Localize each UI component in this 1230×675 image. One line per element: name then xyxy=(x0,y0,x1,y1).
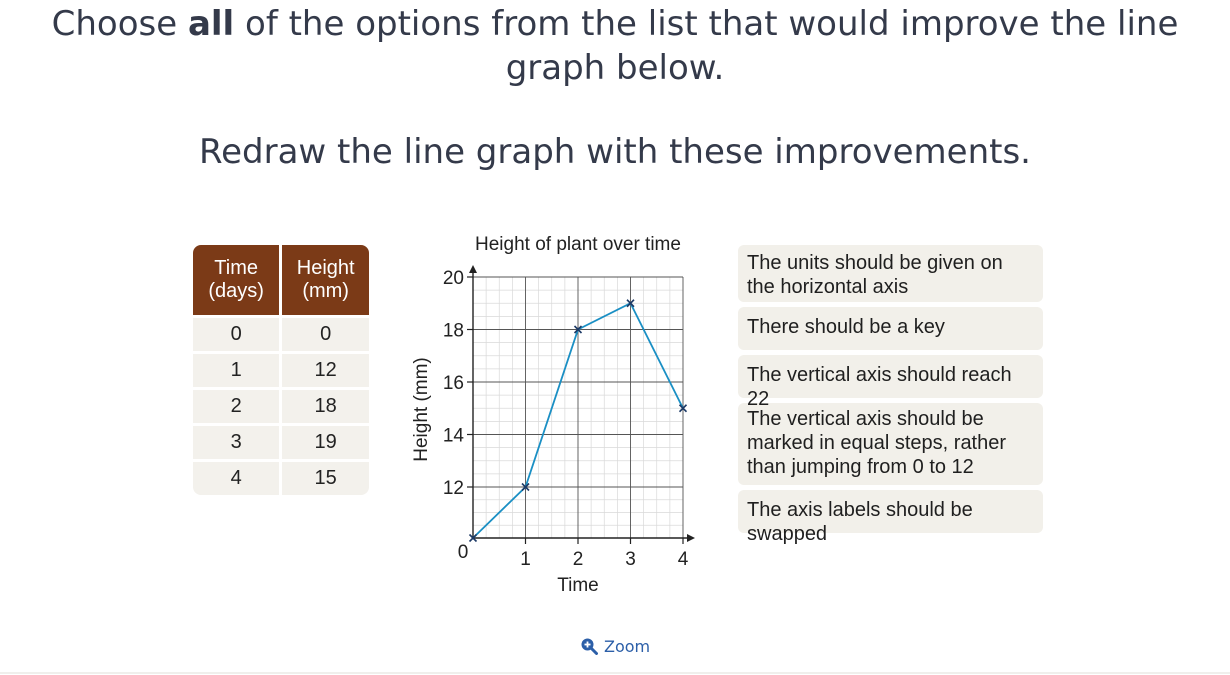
table-cell: 1 xyxy=(193,354,280,387)
table-row: 2 18 xyxy=(193,390,369,423)
zoom-button[interactable]: Zoom xyxy=(580,634,650,658)
y-axis-label: Height (mm) xyxy=(411,357,432,462)
y-tick-label: 12 xyxy=(443,478,464,499)
chart-title: Height of plant over time xyxy=(475,234,681,255)
option-swap-axis-labels[interactable]: The axis labels should be swapped xyxy=(738,490,1043,545)
data-point xyxy=(678,404,688,413)
table-row: 1 12 xyxy=(193,354,369,387)
y-tick-label: 20 xyxy=(443,268,464,289)
table-cell: 12 xyxy=(282,354,369,387)
x-tick-label: 4 xyxy=(678,549,689,570)
table-row: 4 15 xyxy=(193,462,369,495)
table-cell: 19 xyxy=(282,426,369,459)
table-cell: 4 xyxy=(193,462,280,495)
table-header-height: Height (mm) xyxy=(282,245,369,315)
x-axis-label: Time xyxy=(557,575,599,596)
line-chart: 12 14 16 18 20 1 2 3 4 0 Height of plant over time… xyxy=(400,225,720,605)
question-emphasis: all xyxy=(187,4,235,44)
option-units-horizontal-axis[interactable]: The units should be given on the horizon… xyxy=(738,245,1043,302)
table-cell: 18 xyxy=(282,390,369,423)
table-cell: 0 xyxy=(193,318,280,351)
option-key[interactable]: There should be a key xyxy=(738,307,1043,350)
origin-label: 0 xyxy=(458,542,469,563)
option-equal-steps[interactable]: The vertical axis should be marked in eq… xyxy=(738,403,1043,485)
instruction-text: Redraw the line graph with these improve… xyxy=(199,132,1031,172)
table-cell: 3 xyxy=(193,426,280,459)
x-axis-arrow xyxy=(687,534,695,542)
table-cell: 0 xyxy=(282,318,369,351)
question-text: Choose all of the options from the list … xyxy=(51,4,1179,88)
table-header-time: Time (days) xyxy=(193,245,280,315)
x-tick-label: 2 xyxy=(573,549,584,570)
y-tick-label: 16 xyxy=(443,373,464,394)
y-tick-label: 14 xyxy=(443,426,465,447)
zoom-label: Zoom xyxy=(604,636,651,656)
data-point xyxy=(573,325,583,334)
y-axis-arrow xyxy=(469,265,477,273)
data-point xyxy=(521,482,530,492)
x-tick-label: 3 xyxy=(625,549,636,570)
data-point xyxy=(468,533,478,543)
y-tick-label: 18 xyxy=(443,321,464,342)
options-list: The units should be given on the horizon… xyxy=(738,245,1043,545)
divider xyxy=(0,672,1230,674)
table-cell: 2 xyxy=(193,390,280,423)
table-cell: 15 xyxy=(282,462,369,495)
data-point xyxy=(626,299,635,308)
table-row: 3 19 xyxy=(193,426,369,459)
x-tick-label: 1 xyxy=(520,549,531,570)
option-vertical-axis-22[interactable]: The vertical axis should reach 22 xyxy=(738,355,1043,410)
zoom-in-icon xyxy=(580,637,598,655)
